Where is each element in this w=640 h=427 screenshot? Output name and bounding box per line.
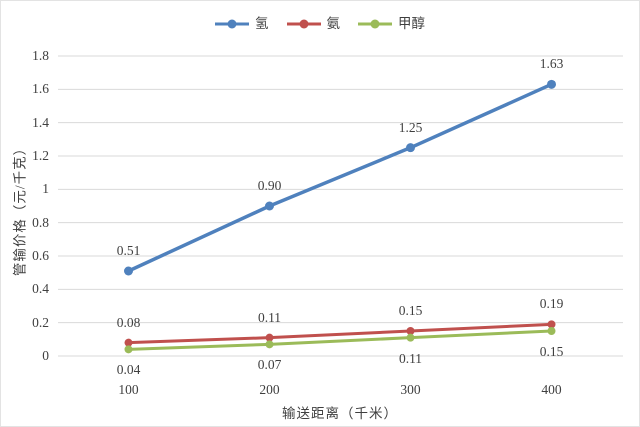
data-label: 0.15 [539,344,564,359]
data-label: 1.63 [539,56,564,72]
y-tick-label: 0.4 [32,281,49,297]
data-point-marker [547,79,556,89]
legend-item: 氨 [286,16,341,31]
legend-item: 甲醇 [358,17,425,31]
x-tick-label: 300 [400,382,421,397]
y-tick-label: 1.6 [32,81,49,97]
data-point-marker [124,345,133,354]
data-point-marker [265,340,274,349]
series-line [127,329,553,351]
legend-marker-icon [358,19,392,29]
data-label: 0.15 [398,303,423,318]
x-axis-title: 输送距离（千米） [282,406,398,421]
x-tick-label: 100 [118,382,139,397]
data-label: 1.25 [398,119,423,135]
legend-label: 氢 [255,16,269,31]
x-tick-label: 200 [259,382,280,397]
legend-marker-icon [286,19,321,29]
data-point-marker [124,338,133,347]
data-point-marker [124,266,133,276]
data-label: 0.08 [116,314,141,330]
data-label: 0.11 [257,309,282,325]
series-line [127,322,553,345]
data-point-marker [547,327,556,335]
y-tick-label: 0.2 [32,314,49,330]
y-tick-label: 0 [42,348,49,363]
x-axis-title-wrap: 输送距离（千米） [58,402,622,423]
data-label: 0.19 [539,296,564,312]
x-tick-label: 400 [541,382,562,397]
data-label: 0.11 [398,350,423,366]
data-point-marker [406,333,415,342]
y-tick-label: 0.8 [32,214,49,230]
data-label: 0.04 [116,362,141,378]
data-label: 0.07 [257,357,282,373]
legend-label: 甲醇 [398,16,425,31]
y-tick-label: 1.2 [32,148,49,163]
y-tick-label: 0.6 [32,248,49,263]
y-tick-label: 1.4 [32,114,49,130]
y-tick-label: 1 [42,181,49,197]
chart-legend: 氢 氨 甲醇 [1,17,639,31]
data-point-marker [406,143,415,153]
data-label: 0.90 [257,178,282,193]
data-point-marker [265,201,274,211]
legend-marker-icon [215,19,249,29]
data-point-marker [265,333,274,342]
data-label: 0.51 [116,243,141,258]
series-line [126,82,554,273]
legend-label: 氨 [326,16,341,31]
data-point-marker [547,320,556,329]
legend-item: 氢 [215,17,269,31]
data-point-marker [406,327,415,335]
y-tick-label: 1.8 [32,48,49,63]
